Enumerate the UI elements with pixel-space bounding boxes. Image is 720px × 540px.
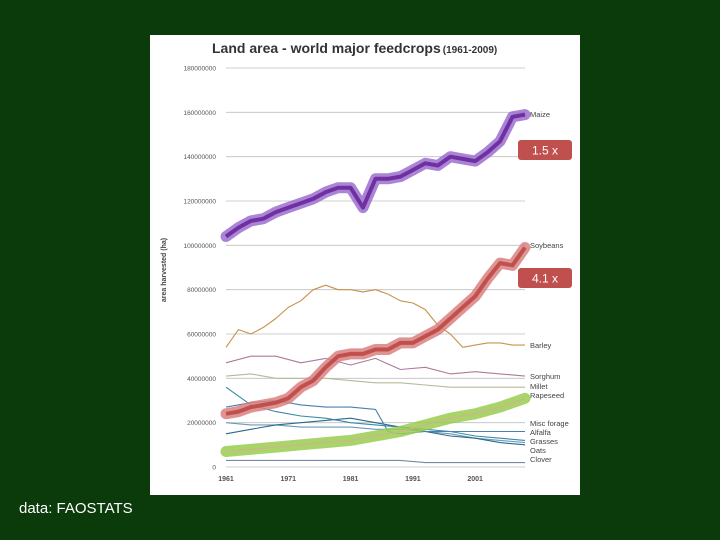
x-tick-label: 2001 bbox=[467, 476, 483, 483]
series-label-soybeans: Soybeans bbox=[530, 241, 564, 250]
y-tick-label: 100000000 bbox=[183, 243, 216, 250]
series-label-grasses: Grasses bbox=[530, 437, 558, 446]
maize-multiplier-label: 1.5 x bbox=[532, 144, 558, 158]
y-axis-label: area harvested (ha) bbox=[161, 238, 168, 302]
series-line-maize bbox=[224, 112, 526, 239]
chart-title-years: (1961-2009) bbox=[443, 45, 497, 56]
series-label-clover: Clover bbox=[530, 455, 552, 464]
x-tick-label: 1981 bbox=[343, 476, 359, 483]
series-line-barley bbox=[225, 284, 525, 348]
series-labels: Maize Soybeans Barley SorghumMilletRapeseed… bbox=[530, 110, 569, 464]
series-label-misc-forage: Misc forage bbox=[530, 419, 569, 428]
y-tick-labels: 180000000 160000000 140000000 120000000 1000… bbox=[183, 66, 216, 472]
feedcrops-line-chart: 180000000 160000000 140000000 120000000 1000… bbox=[161, 40, 572, 483]
y-tick-label: 20000000 bbox=[187, 420, 216, 427]
series-line-alfalfa bbox=[225, 386, 526, 441]
series-label-alfalfa: Alfalfa bbox=[530, 428, 552, 437]
y-tick-label: 160000000 bbox=[183, 110, 216, 117]
x-tick-label: 1991 bbox=[405, 476, 421, 483]
y-tick-label: 0 bbox=[212, 465, 216, 472]
soybeans-multiplier-box bbox=[518, 268, 572, 288]
series-label-millet: Millet bbox=[530, 382, 548, 391]
source-note: data: FAOSTATS bbox=[19, 500, 133, 517]
y-tick-label: 80000000 bbox=[187, 287, 216, 294]
series-label-oats: Oats bbox=[530, 446, 546, 455]
y-tick-label: 140000000 bbox=[183, 154, 216, 161]
y-tick-label: 180000000 bbox=[183, 66, 216, 73]
x-tick-labels: 1961 1971 1981 1991 2001 bbox=[218, 476, 483, 483]
series-line-clover bbox=[226, 459, 525, 464]
chart-title: Land area - world major feedcrops (1961-2… bbox=[212, 40, 497, 56]
maize-multiplier-box bbox=[518, 140, 572, 160]
series-label-maize: Maize bbox=[530, 110, 550, 119]
series-line-grasses bbox=[225, 417, 526, 446]
annotations: 1.5 x 4.1 x bbox=[518, 140, 572, 288]
series-label-sorghum: Sorghum bbox=[530, 372, 560, 381]
series-glow-maize bbox=[220, 109, 531, 242]
y-tick-label: 120000000 bbox=[183, 199, 216, 206]
x-tick-label: 1971 bbox=[281, 476, 297, 483]
series-line-rapeseed bbox=[225, 397, 526, 453]
series-glow-soybeans bbox=[220, 242, 531, 420]
series-line-sorghum bbox=[225, 355, 526, 377]
x-tick-label: 1961 bbox=[218, 476, 234, 483]
soybeans-multiplier-label: 4.1 x bbox=[532, 272, 558, 286]
y-tick-label: 40000000 bbox=[187, 376, 216, 383]
series-label-rapeseed: Rapeseed bbox=[530, 391, 564, 400]
series-label-barley: Barley bbox=[530, 341, 552, 350]
chart-panel: 180000000 160000000 140000000 120000000 1000… bbox=[150, 35, 580, 495]
series-line-soybeans bbox=[225, 246, 527, 416]
y-tick-label: 60000000 bbox=[187, 332, 216, 339]
series-line-millet bbox=[225, 373, 525, 388]
series-lines bbox=[220, 109, 531, 464]
